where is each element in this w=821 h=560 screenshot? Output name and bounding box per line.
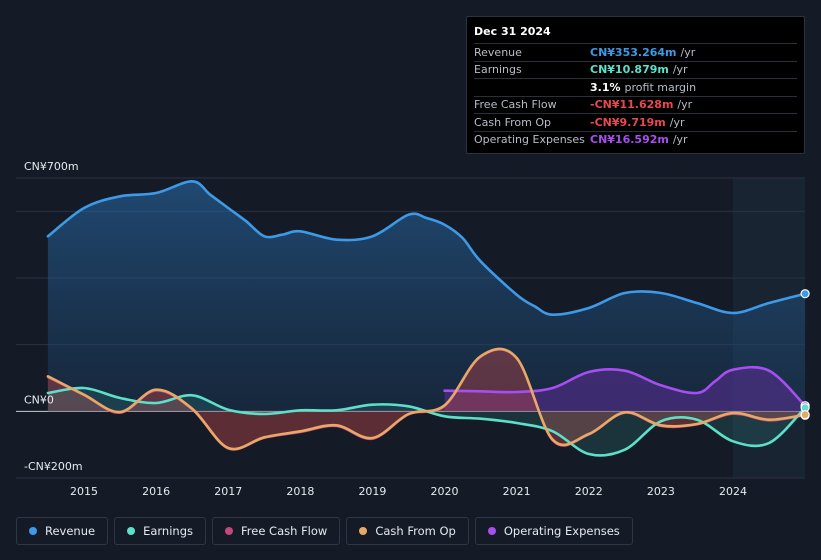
legend-label: Earnings <box>143 524 193 538</box>
legend-item-cash-from-op[interactable]: Cash From Op <box>346 517 469 545</box>
tooltip-row-value: CN¥353.264m <box>590 45 677 59</box>
y-tick-label: -CN¥200m <box>24 460 83 473</box>
x-tick-label: 2020 <box>431 485 459 498</box>
tooltip-row: Cash From Op -CN¥9.719m/yr <box>474 113 797 131</box>
tooltip-row-suffix: /yr <box>677 98 693 112</box>
cash-from-op-endpoint <box>800 410 810 420</box>
legend-label: Free Cash Flow <box>241 524 328 538</box>
tooltip-row-value: -CN¥9.719m <box>590 115 666 129</box>
legend-dot-icon <box>225 527 233 535</box>
tooltip-row-label: Revenue <box>474 45 522 59</box>
tooltip-row: 3.1% profit margin <box>474 78 797 96</box>
y-tick-label: CN¥0 <box>24 393 54 406</box>
tooltip-row-value: CN¥10.879m <box>590 63 669 77</box>
tooltip-row-label: Free Cash Flow <box>474 98 557 112</box>
tooltip-rows: Revenue CN¥353.264m/yr Earnings CN¥10.879m /… <box>474 43 797 148</box>
tooltip-row: Free Cash Flow -CN¥11.628m/yr <box>474 95 797 114</box>
tooltip-row-value: CN¥16.592m <box>590 133 669 147</box>
revenue-area <box>47 181 806 412</box>
legend-label: Cash From Op <box>375 524 456 538</box>
x-tick-label: 2019 <box>358 485 386 498</box>
series-areas <box>47 181 806 456</box>
y-tick-label: CN¥700m <box>24 160 79 173</box>
tooltip-row-label: Operating Expenses <box>474 133 585 147</box>
tooltip-row: Earnings CN¥10.879m/yr <box>474 60 797 79</box>
x-tick-label: 2023 <box>647 485 675 498</box>
legend: Revenue Earnings Free Cash Flow Cash From O… <box>16 517 633 545</box>
legend-dot-icon <box>127 527 136 535</box>
legend-item-earnings[interactable]: Earnings <box>114 517 206 545</box>
legend-item-free-cash-flow[interactable]: Free Cash Flow <box>212 517 341 545</box>
legend-dot-icon <box>487 527 496 535</box>
tooltip-row-suffix: /yr <box>680 45 696 59</box>
x-tick-label: 2016 <box>142 485 170 498</box>
tooltip-row-suffix: profit margin <box>624 80 697 94</box>
cash-from-op-area <box>47 348 806 450</box>
x-tick-label: 2021 <box>503 485 531 498</box>
x-axis-labels: 2015 2016 2017 2018 2019 2020 2021 2022 2023 2024 <box>70 485 747 498</box>
tooltip-date: Dec 31 2024 <box>474 25 551 38</box>
x-tick-label: 2015 <box>70 485 98 498</box>
x-tick-label: 2024 <box>719 485 747 498</box>
tooltip-row: Operating Expenses CN¥16.592m/yr <box>474 130 797 149</box>
tooltip-row-value: 3.1% <box>590 80 621 94</box>
series-lines <box>46 179 807 457</box>
tooltip-row-suffix: /yr <box>669 115 685 129</box>
y-axis-labels: CN¥700m CN¥0 -CN¥200m <box>24 160 83 473</box>
legend-item-revenue[interactable]: Revenue <box>16 517 109 545</box>
tooltip-row-label: Cash From Op <box>474 115 552 129</box>
legend-label: Operating Expenses <box>503 524 620 538</box>
x-tick-label: 2017 <box>214 485 242 498</box>
cash-from-op-line[interactable] <box>46 347 807 451</box>
x-tick-label: 2022 <box>575 485 603 498</box>
tooltip-row-value: -CN¥11.628m <box>590 98 674 112</box>
revenue-endpoint <box>800 289 810 299</box>
free-cash-flow-area <box>47 349 806 450</box>
tooltip-row-suffix: /yr <box>672 133 688 147</box>
legend-dot-icon <box>29 527 37 535</box>
series-endpoints <box>800 289 810 420</box>
earnings-area <box>47 387 806 456</box>
tooltip-panel: Dec 31 2024 Revenue CN¥353.264m/yr Earning… <box>466 16 805 154</box>
operating-expenses-line[interactable] <box>443 365 807 407</box>
tooltip-row-label: Earnings <box>474 63 522 77</box>
legend-label: Revenue <box>45 524 96 538</box>
tooltip-row: Revenue CN¥353.264m/yr <box>474 43 797 61</box>
tooltip-row-suffix: /yr <box>672 63 688 77</box>
revenue-line[interactable] <box>46 179 807 317</box>
x-tick-label: 2018 <box>286 485 314 498</box>
legend-item-operating-expenses[interactable]: Operating Expenses <box>474 517 633 545</box>
legend-dot-icon <box>359 527 368 535</box>
